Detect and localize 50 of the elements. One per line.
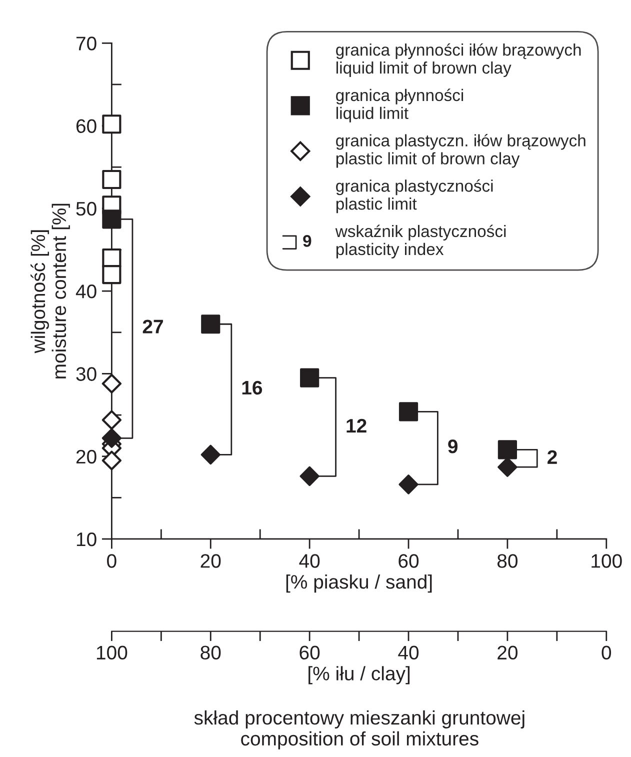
x-tick-label: 40 — [299, 554, 320, 568]
x-tick-label: 80 — [497, 554, 518, 568]
point — [300, 466, 320, 486]
x2-tick-label: 80 — [200, 646, 221, 660]
x2-tick-label: 20 — [498, 646, 518, 660]
x-tick-label: 60 — [398, 554, 419, 568]
y-tick-label: 30 — [76, 367, 96, 381]
point — [102, 410, 122, 430]
x2-tick-label: 100 — [96, 646, 128, 660]
y-tick-label: 50 — [76, 202, 96, 216]
x2-tick-label: 40 — [398, 646, 419, 660]
point — [300, 368, 320, 388]
annotation: 12 — [346, 418, 366, 432]
point — [102, 210, 122, 229]
annotation: 2 — [548, 450, 557, 464]
point — [398, 402, 418, 422]
annotation: 27 — [142, 320, 163, 334]
y-tick-label: 70 — [76, 36, 96, 50]
point — [102, 264, 122, 284]
y-tick-label: 10 — [76, 532, 96, 546]
y-tick-label: 20 — [76, 450, 96, 464]
y-axis-title: wilgotność [%] moisture content [%] — [30, 204, 70, 378]
annotation: 9 — [448, 440, 458, 454]
point — [498, 440, 517, 460]
y-tick-label: 60 — [76, 119, 96, 134]
legend-label: wskaźnik plastyczności plasticity index — [335, 224, 506, 258]
point — [102, 248, 122, 268]
y-tick-label: 40 — [76, 284, 96, 298]
x2-axis-title: [% iłu / clay] — [308, 666, 410, 684]
x2-tick-label: 60 — [300, 646, 320, 660]
annotation: 16 — [242, 380, 262, 395]
x-tick-label: 0 — [107, 554, 116, 568]
point — [102, 114, 122, 134]
point — [102, 374, 122, 394]
legend-label: granica płynności iłów brązowych liquid limit of brown clay — [336, 43, 581, 78]
x2-tick-label: 0 — [602, 646, 612, 660]
legend-label: granica plastyczności plastic limit — [336, 179, 493, 214]
x-tick-label: 20 — [200, 554, 221, 568]
point — [102, 170, 122, 190]
x-axis-title: [% piasku / sand] — [286, 574, 432, 593]
x-tick-label: 100 — [592, 554, 622, 568]
point — [200, 444, 220, 465]
point — [201, 314, 220, 334]
text: skład procentowy mieszanki gruntowej composition of soil mixtures — [194, 710, 524, 750]
legend-label: granica płynności liquid limit — [336, 88, 464, 122]
point — [498, 457, 518, 477]
annotation: 9 — [303, 235, 312, 247]
legend-label: granica plastyczn. iłów brązowych plastic limit of brown clay — [336, 134, 586, 168]
point — [398, 474, 418, 494]
point — [102, 450, 122, 470]
